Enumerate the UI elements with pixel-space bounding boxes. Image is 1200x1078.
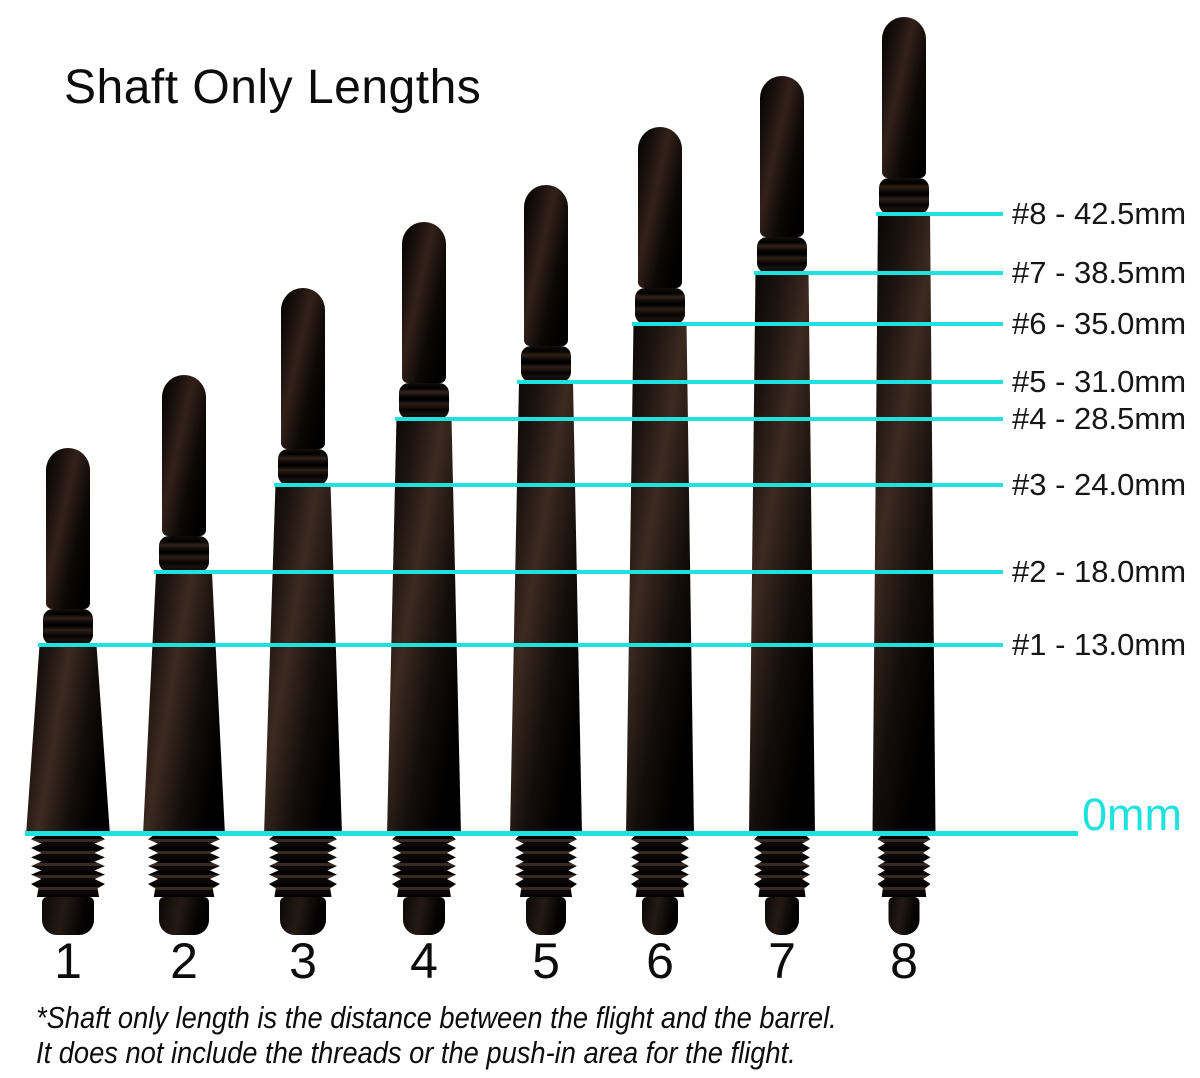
shaft-photo-4	[387, 222, 461, 935]
shaft-groove-collar	[879, 178, 929, 214]
shaft-pushin-rod	[281, 288, 325, 449]
shaft-groove-collar	[43, 609, 93, 645]
measure-label-1: #1 - 13.0mm	[1012, 627, 1187, 662]
shaft-pushin-rod	[760, 76, 804, 237]
shaft-threads	[631, 835, 689, 897]
shaft-body	[264, 485, 342, 835]
shaft-pushin-rod	[46, 448, 90, 609]
shaft-body	[749, 273, 815, 835]
shaft-pushin-rod	[402, 222, 446, 383]
shaft-body	[387, 419, 461, 835]
shaft-number-3: 3	[289, 933, 317, 989]
shaft-pushin-rod	[162, 375, 206, 536]
shaft-photo-3	[264, 288, 342, 935]
shaft-thread-tip	[765, 897, 799, 935]
measure-label-3: #3 - 24.0mm	[1012, 467, 1187, 502]
shaft-threads	[31, 835, 105, 897]
shaft-groove-collar	[635, 288, 685, 324]
measure-label-5: #5 - 31.0mm	[1012, 364, 1187, 399]
shaft-body	[626, 324, 694, 835]
shaft-number-1: 1	[54, 933, 82, 989]
shaft-number-8: 8	[890, 933, 918, 989]
shaft-body	[872, 214, 936, 835]
measure-label-6: #6 - 35.0mm	[1012, 306, 1187, 341]
shaft-thread-tip	[642, 897, 678, 935]
shaft-threads	[269, 835, 337, 897]
shaft-thread-tip	[526, 897, 566, 935]
shaft-number-4: 4	[410, 933, 438, 989]
shaft-photo-6	[626, 127, 694, 935]
zero-baseline	[25, 831, 1078, 836]
shaft-number-7: 7	[768, 933, 796, 989]
shaft-groove-collar	[278, 449, 328, 485]
footnote: *Shaft only length is the distance betwe…	[36, 1000, 837, 1070]
shaft-photo-8	[872, 17, 936, 935]
shaft-threads	[877, 835, 931, 897]
shaft-body	[26, 645, 110, 835]
measure-line-2	[154, 570, 1003, 574]
footnote-line-2: It does not include the threads or the p…	[36, 1034, 796, 1070]
shaft-thread-tip	[403, 897, 445, 935]
zero-label: 0mm	[1082, 789, 1182, 840]
shaft-pushin-rod	[638, 127, 682, 288]
shaft-groove-collar	[757, 237, 807, 273]
shaft-thread-tip	[888, 897, 920, 935]
shaft-body	[143, 572, 225, 835]
shaft-threads	[754, 835, 810, 897]
measure-label-7: #7 - 38.5mm	[1012, 255, 1187, 290]
measure-line-6	[632, 322, 1003, 326]
shaft-thread-tip	[280, 897, 326, 935]
measure-line-1	[38, 643, 1003, 647]
shaft-threads	[148, 835, 220, 897]
shaft-thread-tip	[42, 897, 94, 935]
shaft-threads	[392, 835, 456, 897]
shaft-photo-5	[510, 185, 582, 935]
shaft-photo-1	[26, 448, 110, 935]
measure-line-7	[754, 271, 1003, 275]
measure-label-2: #2 - 18.0mm	[1012, 554, 1187, 589]
shaft-body	[510, 382, 582, 835]
measure-line-8	[876, 212, 1003, 216]
measure-line-3	[274, 483, 1003, 487]
shaft-pushin-rod	[882, 17, 926, 178]
page-title: Shaft Only Lengths	[64, 61, 482, 114]
shaft-pushin-rod	[524, 185, 568, 346]
shaft-number-6: 6	[646, 933, 674, 989]
shaft-number-2: 2	[170, 933, 198, 989]
shaft-groove-collar	[159, 536, 209, 572]
shaft-number-5: 5	[532, 933, 560, 989]
footnote-line-1: *Shaft only length is the distance betwe…	[36, 1000, 837, 1035]
shaft-groove-collar	[399, 383, 449, 419]
measure-label-8: #8 - 42.5mm	[1012, 196, 1187, 231]
measure-line-4	[395, 417, 1003, 421]
shaft-photo-7	[749, 76, 815, 935]
shaft-threads	[515, 835, 577, 897]
shaft-photo-2	[143, 375, 225, 935]
measure-line-5	[517, 380, 1003, 384]
shaft-groove-collar	[521, 346, 571, 382]
measure-label-4: #4 - 28.5mm	[1012, 401, 1187, 436]
shaft-thread-tip	[159, 897, 209, 935]
